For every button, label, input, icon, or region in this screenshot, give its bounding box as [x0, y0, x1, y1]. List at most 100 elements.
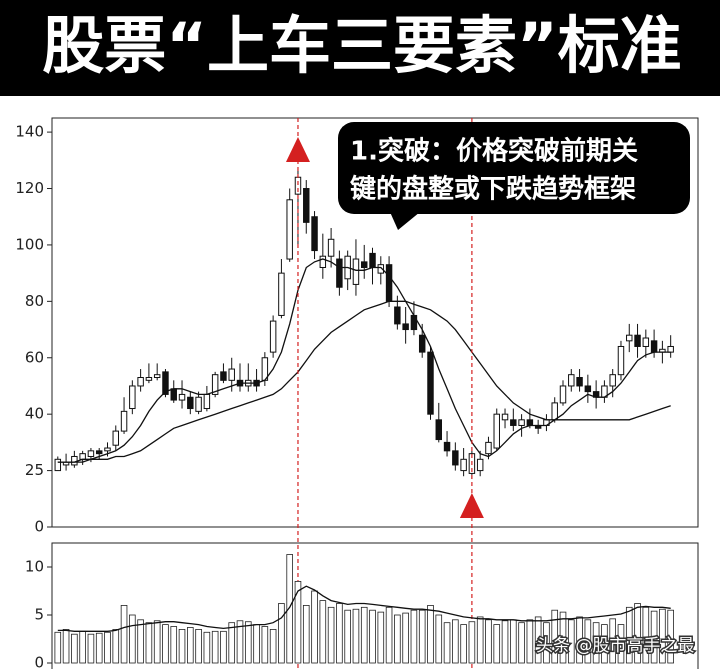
- volume-bar: [319, 600, 327, 664]
- volume-bar: [377, 611, 385, 664]
- volume-bar: [617, 624, 625, 664]
- candle-body: [501, 413, 509, 421]
- y-tick-label: 120: [15, 179, 44, 197]
- chart-title: 股票“上车三要素”标准: [42, 9, 682, 82]
- volume-bar: [352, 608, 360, 664]
- volume-bar: [584, 619, 592, 664]
- volume-bar: [137, 619, 144, 664]
- moving-average-line: [57, 585, 671, 632]
- volume-bar: [220, 630, 227, 664]
- candle-body: [187, 396, 194, 410]
- volume-bar: [369, 609, 376, 664]
- callout-pointer: [390, 212, 420, 230]
- volume-bar: [302, 605, 310, 664]
- volume-bar: [112, 629, 120, 664]
- volume-bar: [104, 631, 111, 664]
- candle-body: [518, 419, 525, 426]
- volume-bar: [510, 619, 517, 664]
- candle-body: [95, 450, 103, 455]
- y-tick-label: 100: [15, 235, 44, 253]
- plot: 0 25 40 60 80 100 120 140 0 5 10: [15, 118, 674, 669]
- volume-bar: [195, 629, 202, 664]
- candle-body: [112, 430, 120, 446]
- volume-bar: [410, 609, 418, 664]
- volume-bar: [427, 605, 434, 664]
- volume-bar: [79, 630, 86, 664]
- arrow-head: [285, 137, 310, 162]
- y-tick-label: 5: [34, 606, 44, 624]
- candle-body: [54, 458, 62, 472]
- candle-body: [510, 419, 517, 426]
- volume-bar: [162, 624, 169, 664]
- candle-body: [642, 337, 650, 347]
- y-tick-label: 0: [34, 518, 44, 536]
- volume-bar: [476, 616, 484, 664]
- volume-bar: [278, 603, 285, 664]
- volume-bar: [253, 624, 260, 664]
- candle-body: [137, 377, 144, 387]
- candle-body: [369, 252, 376, 268]
- candle-body: [145, 377, 153, 381]
- volume-bar: [236, 620, 244, 664]
- volume-bar: [327, 606, 335, 664]
- candle-body: [178, 393, 186, 401]
- volume-bar: [402, 612, 409, 664]
- candle-body: [170, 388, 177, 401]
- volume-bar: [336, 603, 343, 664]
- candle-body: [278, 272, 285, 316]
- arrow-head: [459, 493, 484, 519]
- volume-bar: [311, 590, 318, 664]
- volume-bar: [269, 629, 277, 664]
- volume-bar: [418, 609, 426, 664]
- candle-body: [195, 396, 202, 412]
- candle-body: [228, 368, 235, 381]
- volume-bar: [567, 619, 575, 664]
- volume-bar: [385, 606, 393, 664]
- volume-bar: [228, 622, 236, 664]
- candle-body: [377, 264, 385, 274]
- y-tick-label: 60: [25, 348, 44, 366]
- candle-body: [584, 385, 592, 393]
- volume-bar: [54, 631, 62, 664]
- volume-bar: [261, 626, 269, 664]
- volume-bar: [659, 608, 666, 664]
- volume-bar: [443, 622, 451, 664]
- volume-bar: [178, 629, 186, 664]
- candle-body: [394, 306, 401, 325]
- volume-bar: [642, 606, 650, 664]
- candle-body: [120, 410, 128, 432]
- candle-body: [361, 261, 368, 268]
- candle-body: [153, 374, 161, 379]
- candle-body: [650, 340, 658, 353]
- candle-body: [402, 323, 409, 331]
- volume-axes: [51, 542, 699, 669]
- volume-bar: [634, 603, 641, 664]
- volume-bar: [534, 616, 542, 664]
- volume-bar: [592, 622, 600, 664]
- candle-body: [336, 258, 343, 288]
- candle-body: [634, 334, 641, 347]
- candle-body: [493, 413, 500, 449]
- candle-body: [526, 419, 534, 426]
- volume-bar: [71, 633, 78, 664]
- candle-body: [286, 199, 293, 260]
- candle-body: [269, 320, 277, 353]
- volume-bar: [551, 609, 559, 664]
- candle-body: [211, 374, 219, 395]
- candle-body: [667, 345, 674, 353]
- volume-bar: [344, 609, 351, 664]
- volume-bar: [601, 624, 608, 664]
- volume-bar: [543, 622, 550, 664]
- y-tick-label: 0: [34, 654, 44, 669]
- candle-body: [485, 441, 492, 455]
- candle-body: [476, 458, 484, 472]
- moving-average-line: [57, 258, 671, 463]
- candle-body: [129, 385, 136, 410]
- candle-body: [71, 455, 78, 466]
- volume-bar: [518, 622, 525, 664]
- volume-bar: [559, 611, 567, 664]
- candle-body: [452, 450, 459, 466]
- volume-bar: [153, 620, 161, 664]
